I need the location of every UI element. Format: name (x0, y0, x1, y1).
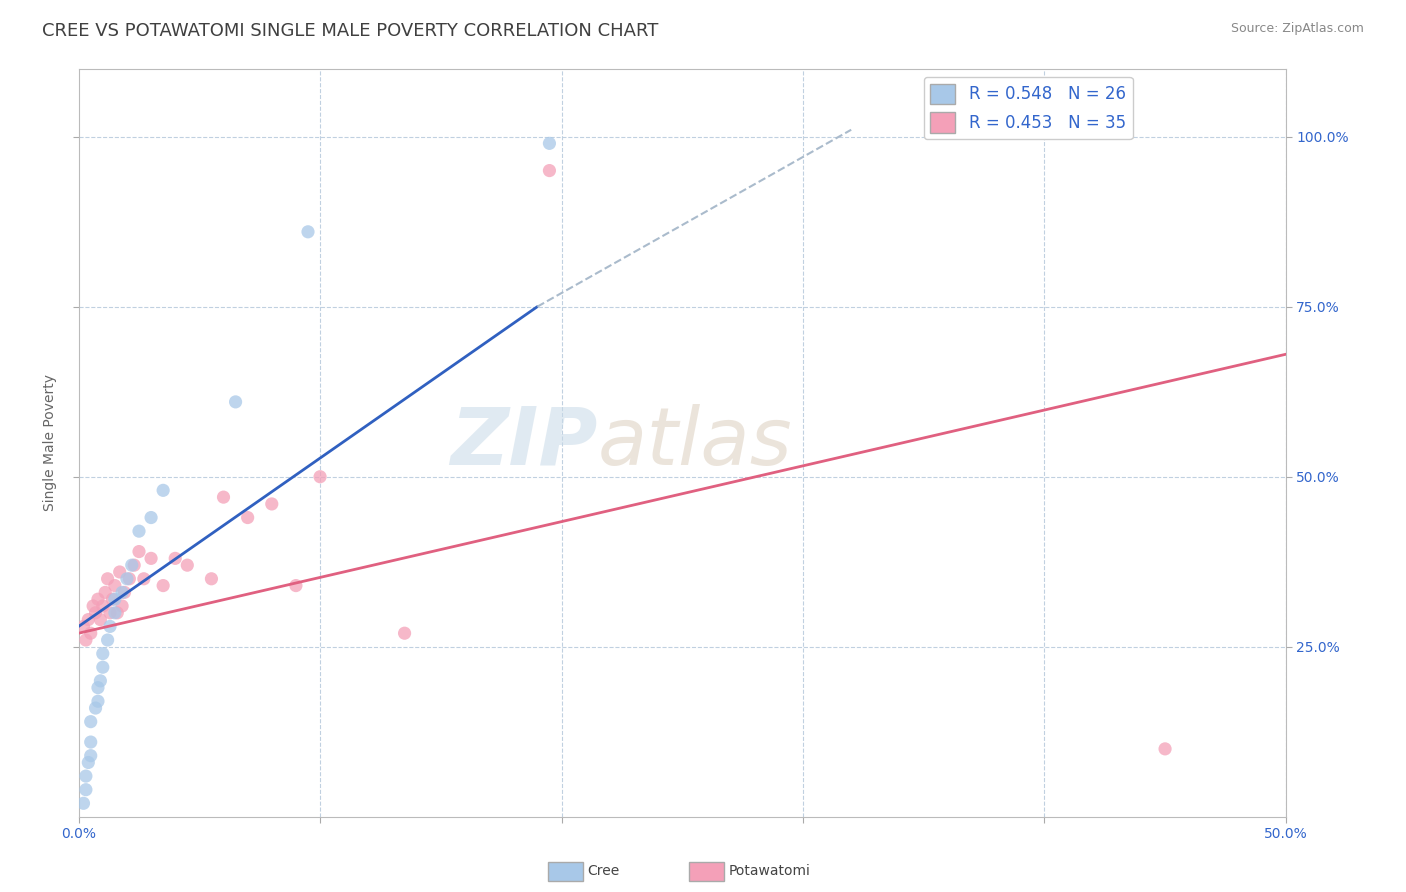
Point (97, 633, 120, 648)
Point (84, 606, 107, 620)
Point (139, 551, 162, 566)
Point (152, 578, 174, 592)
Point (77, 756, 100, 770)
Point (87, 694, 110, 708)
Point (128, 544, 150, 558)
Point (139, 510, 162, 524)
Point (77, 613, 100, 627)
Text: Cree: Cree (588, 864, 620, 879)
Point (84, 701, 107, 715)
Point (87, 592, 110, 607)
Point (128, 524, 150, 538)
Point (72, 619, 94, 633)
Point (118, 572, 141, 586)
Point (122, 558, 145, 573)
Point (104, 606, 127, 620)
Point (104, 592, 127, 607)
Point (108, 565, 131, 579)
Point (97, 572, 120, 586)
Point (80, 626, 103, 640)
Point (91, 660, 114, 674)
Point (72, 797, 94, 811)
Point (176, 558, 198, 573)
Point (152, 483, 174, 498)
Text: atlas: atlas (598, 404, 793, 482)
Point (1154, 742, 1177, 756)
Point (111, 585, 134, 599)
Text: CREE VS POTAWATOMI SINGLE MALE POVERTY CORRELATION CHART: CREE VS POTAWATOMI SINGLE MALE POVERTY C… (42, 22, 658, 40)
Point (538, 163, 561, 178)
Point (75, 782, 97, 797)
Point (284, 578, 307, 592)
Point (114, 585, 136, 599)
Point (121, 558, 143, 573)
Point (82, 599, 104, 613)
Point (297, 225, 319, 239)
Text: Source: ZipAtlas.com: Source: ZipAtlas.com (1230, 22, 1364, 36)
Point (260, 497, 283, 511)
Point (101, 592, 124, 607)
Legend: R = 0.548   N = 26, R = 0.453   N = 35: R = 0.548 N = 26, R = 0.453 N = 35 (924, 77, 1133, 139)
Point (225, 395, 247, 409)
Point (236, 510, 259, 524)
Point (105, 606, 128, 620)
Point (80, 735, 103, 749)
Point (91, 599, 114, 613)
Point (89, 613, 111, 627)
Point (80, 748, 103, 763)
Point (94, 585, 117, 599)
Point (98, 606, 121, 620)
Text: Potawatomi: Potawatomi (728, 864, 810, 879)
Point (104, 578, 127, 592)
Point (87, 681, 110, 695)
Point (115, 572, 138, 586)
Text: ZIP: ZIP (450, 404, 598, 482)
Point (75, 769, 97, 783)
Point (200, 572, 222, 586)
Point (394, 626, 416, 640)
Point (212, 490, 235, 504)
Point (89, 673, 111, 688)
Point (80, 714, 103, 729)
Y-axis label: Single Male Poverty: Single Male Poverty (44, 375, 58, 511)
Point (132, 572, 155, 586)
Point (98, 619, 121, 633)
Point (111, 599, 134, 613)
Point (91, 647, 114, 661)
Point (75, 633, 97, 648)
Point (309, 469, 332, 483)
Point (165, 551, 187, 566)
Point (538, 136, 561, 151)
